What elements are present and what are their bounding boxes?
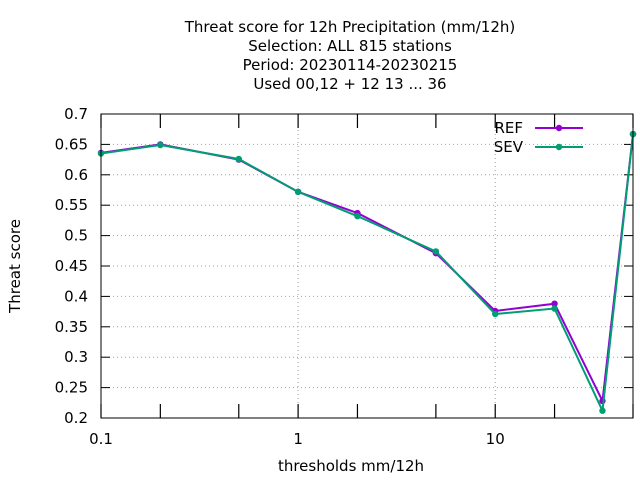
legend-label-ref: REF xyxy=(494,119,523,137)
y-tick-label: 0.35 xyxy=(55,318,88,336)
y-tick-label: 0.45 xyxy=(55,257,88,275)
title-line-4: Used 00,12 + 12 13 ... 36 xyxy=(253,75,446,93)
plot-border xyxy=(100,113,634,419)
y-tick-label: 0.6 xyxy=(64,166,88,184)
chart-title: Threat score for 12h Precipitation (mm/1… xyxy=(184,18,516,93)
data-point-sev xyxy=(354,212,361,220)
y-tick-label: 0.65 xyxy=(55,135,88,153)
data-point-ref xyxy=(551,300,558,307)
title-line-1: Threat score for 12h Precipitation (mm/1… xyxy=(184,18,516,36)
x-axis-label: thresholds mm/12h xyxy=(278,457,424,475)
series-line-sev xyxy=(100,133,634,415)
series-line-ref xyxy=(100,133,634,405)
y-tick-label: 0.2 xyxy=(64,409,88,427)
x-tick-label: 10 xyxy=(486,430,505,448)
y-tick-label: 0.3 xyxy=(64,348,88,366)
data-point-sev xyxy=(235,155,242,163)
data-point-sev xyxy=(294,188,302,196)
legend-label-sev: SEV xyxy=(494,138,524,156)
data-point-sev xyxy=(492,310,499,318)
data-point-sev xyxy=(551,305,558,312)
y-tick-label: 0.4 xyxy=(64,287,88,305)
title-line-2: Selection: ALL 815 stations xyxy=(248,37,452,55)
y-tick-label: 0.55 xyxy=(55,196,88,214)
data-point-sev xyxy=(599,407,606,414)
grid xyxy=(101,114,633,418)
y-tick-label: 0.5 xyxy=(64,227,88,245)
tick-labels: 0.2 0.25 0.3 0.35 0.4 0.45 0.5 0.55 0.6 0.65 0.7 0.… xyxy=(55,105,505,448)
x-tick-label: 1 xyxy=(293,430,303,448)
y-tick-label: 0.25 xyxy=(55,379,88,397)
legend-marker-sev xyxy=(555,143,563,151)
data-point-sev xyxy=(157,141,164,149)
series-lines xyxy=(97,130,637,415)
legend-marker-ref xyxy=(555,124,563,132)
y-tick-label: 0.7 xyxy=(64,105,88,123)
y-axis-label: Threat score xyxy=(6,219,24,314)
data-point-sev xyxy=(432,248,440,255)
x-tick-label: 0.1 xyxy=(89,430,113,448)
title-line-3: Period: 20230114-20230215 xyxy=(243,56,458,74)
